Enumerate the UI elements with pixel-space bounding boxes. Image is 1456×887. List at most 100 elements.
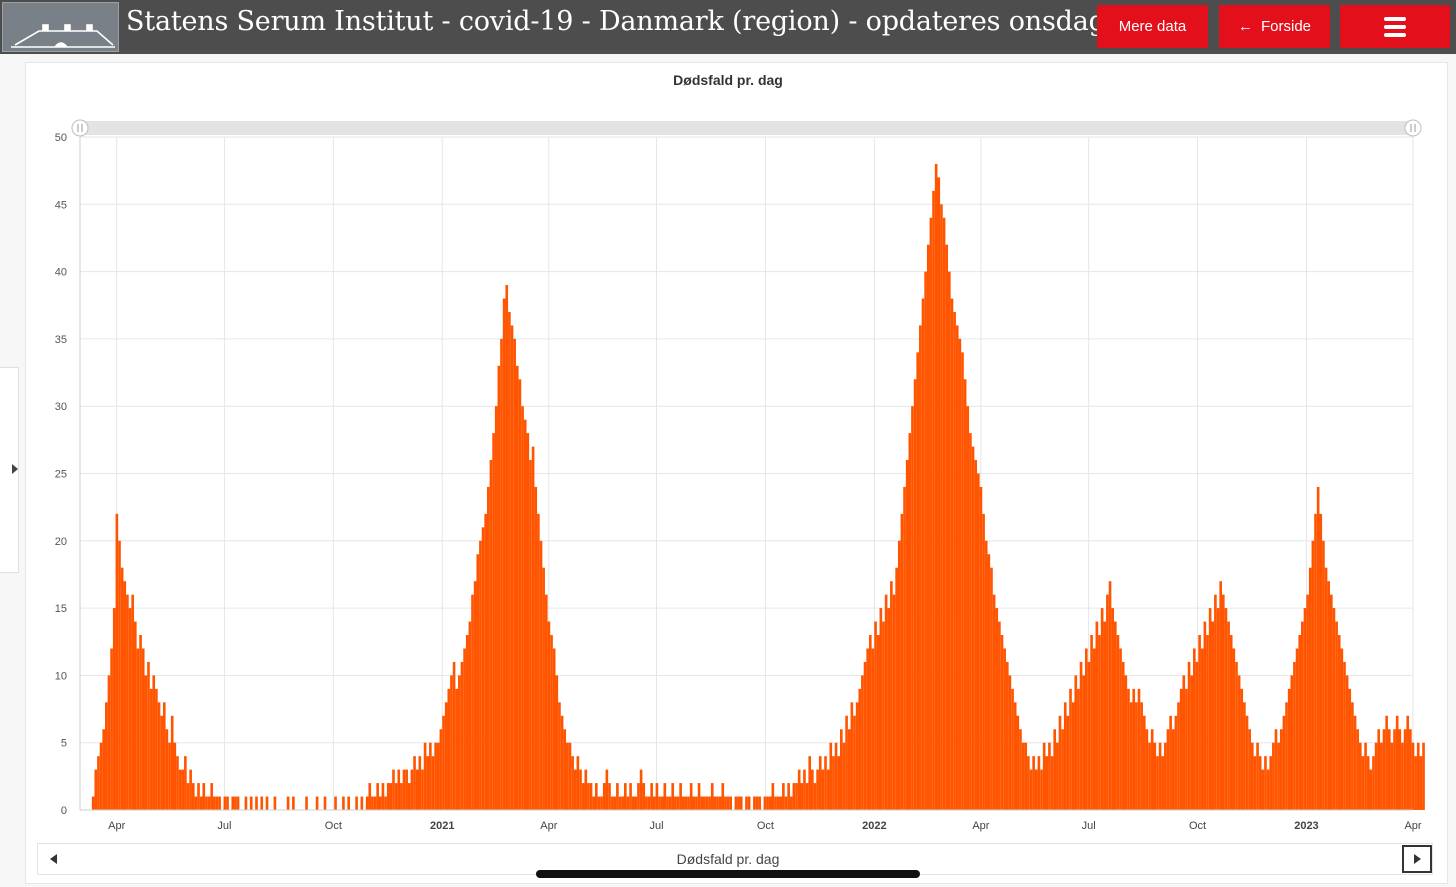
bar: [782, 783, 785, 810]
bar: [1182, 675, 1186, 810]
bar: [1240, 688, 1244, 810]
bar: [1061, 729, 1064, 810]
bar: [273, 796, 277, 810]
bar: [568, 742, 572, 810]
bar: [1021, 742, 1025, 810]
bar: [971, 446, 975, 810]
x-tick-label: 2022: [862, 820, 886, 832]
bar: [1358, 742, 1362, 810]
bar: [1111, 608, 1114, 810]
home-button[interactable]: ← Forside: [1219, 5, 1330, 48]
bar: [1124, 675, 1128, 810]
bar: [692, 796, 696, 810]
bar: [1198, 635, 1201, 810]
bar: [1327, 581, 1331, 810]
y-tick-label: 30: [55, 401, 67, 413]
bar: [1414, 756, 1417, 810]
bar: [305, 796, 308, 810]
range-handle-left[interactable]: [71, 119, 89, 137]
bar: [1063, 702, 1067, 810]
more-data-button[interactable]: Mere data: [1097, 5, 1208, 48]
bar: [589, 783, 593, 810]
bar: [1229, 635, 1233, 810]
bar: [660, 796, 664, 810]
x-tick-label: Apr: [972, 820, 989, 832]
top-bar: Statens Serum Institut - covid-19 - Danm…: [0, 0, 1456, 54]
bar: [592, 796, 596, 810]
ssi-logo[interactable]: [2, 2, 119, 52]
bar: [816, 769, 819, 810]
bar: [850, 702, 854, 810]
bar: [497, 365, 501, 810]
bar: [265, 796, 269, 810]
bar: [1219, 581, 1222, 810]
home-indicator[interactable]: [536, 870, 920, 878]
bar: [795, 783, 798, 810]
range-selector-track[interactable]: [80, 121, 1413, 135]
bar: [1132, 688, 1136, 810]
bar: [1164, 742, 1167, 810]
caret-right-icon[interactable]: [12, 464, 18, 474]
bar: [1290, 675, 1294, 810]
bar: [681, 796, 685, 810]
bar: [663, 783, 667, 810]
bar: [708, 796, 711, 810]
bar: [566, 742, 569, 810]
bar: [1103, 621, 1107, 810]
bar: [465, 635, 469, 810]
bar: [1403, 729, 1407, 810]
bar: [926, 244, 930, 810]
bar: [637, 783, 640, 810]
bar: [389, 783, 393, 810]
bar: [689, 783, 693, 810]
bar: [571, 756, 574, 810]
bar: [919, 325, 922, 810]
range-handle-right[interactable]: [1404, 119, 1422, 137]
home-label: Forside: [1260, 18, 1312, 35]
side-panel-tab[interactable]: [0, 367, 19, 573]
x-tick-label: Jul: [217, 820, 231, 832]
bar: [868, 635, 872, 810]
scroll-left-icon[interactable]: [50, 854, 57, 864]
bar: [418, 756, 422, 810]
bar: [147, 661, 150, 810]
bar: [99, 742, 103, 810]
bar: [623, 783, 627, 810]
bar: [1372, 756, 1375, 810]
x-tick-label: Jul: [649, 820, 663, 832]
bar: [1011, 688, 1014, 810]
navigator-bar[interactable]: [37, 843, 1433, 875]
bar: [676, 796, 680, 810]
bar: [547, 621, 551, 810]
menu-button[interactable]: [1340, 5, 1450, 48]
bar: [1077, 688, 1080, 810]
bar: [1308, 567, 1312, 810]
bar: [1145, 729, 1149, 810]
bar: [1298, 635, 1302, 810]
bar: [1266, 769, 1270, 810]
bar: [1193, 648, 1196, 810]
bar: [102, 729, 106, 810]
bar: [808, 756, 812, 810]
bar: [1287, 688, 1291, 810]
bar: [876, 635, 880, 810]
bar: [1369, 769, 1373, 810]
bar: [953, 311, 956, 810]
x-tick-label: Oct: [325, 820, 342, 832]
bar: [1050, 756, 1054, 810]
x-tick-label: Oct: [1189, 820, 1206, 832]
scroll-right-icon[interactable]: [1414, 854, 1421, 864]
bar: [1322, 540, 1325, 810]
bar: [155, 688, 158, 810]
more-data-label: Mere data: [1118, 18, 1187, 35]
bar: [979, 486, 983, 810]
bar: [162, 702, 166, 810]
bar: [1422, 742, 1425, 810]
y-tick-label: 45: [55, 199, 67, 211]
bar: [1037, 756, 1041, 810]
bar: [110, 648, 113, 810]
bar: [1056, 742, 1059, 810]
scroll-right-button[interactable]: [1402, 845, 1432, 873]
bar: [392, 769, 395, 810]
